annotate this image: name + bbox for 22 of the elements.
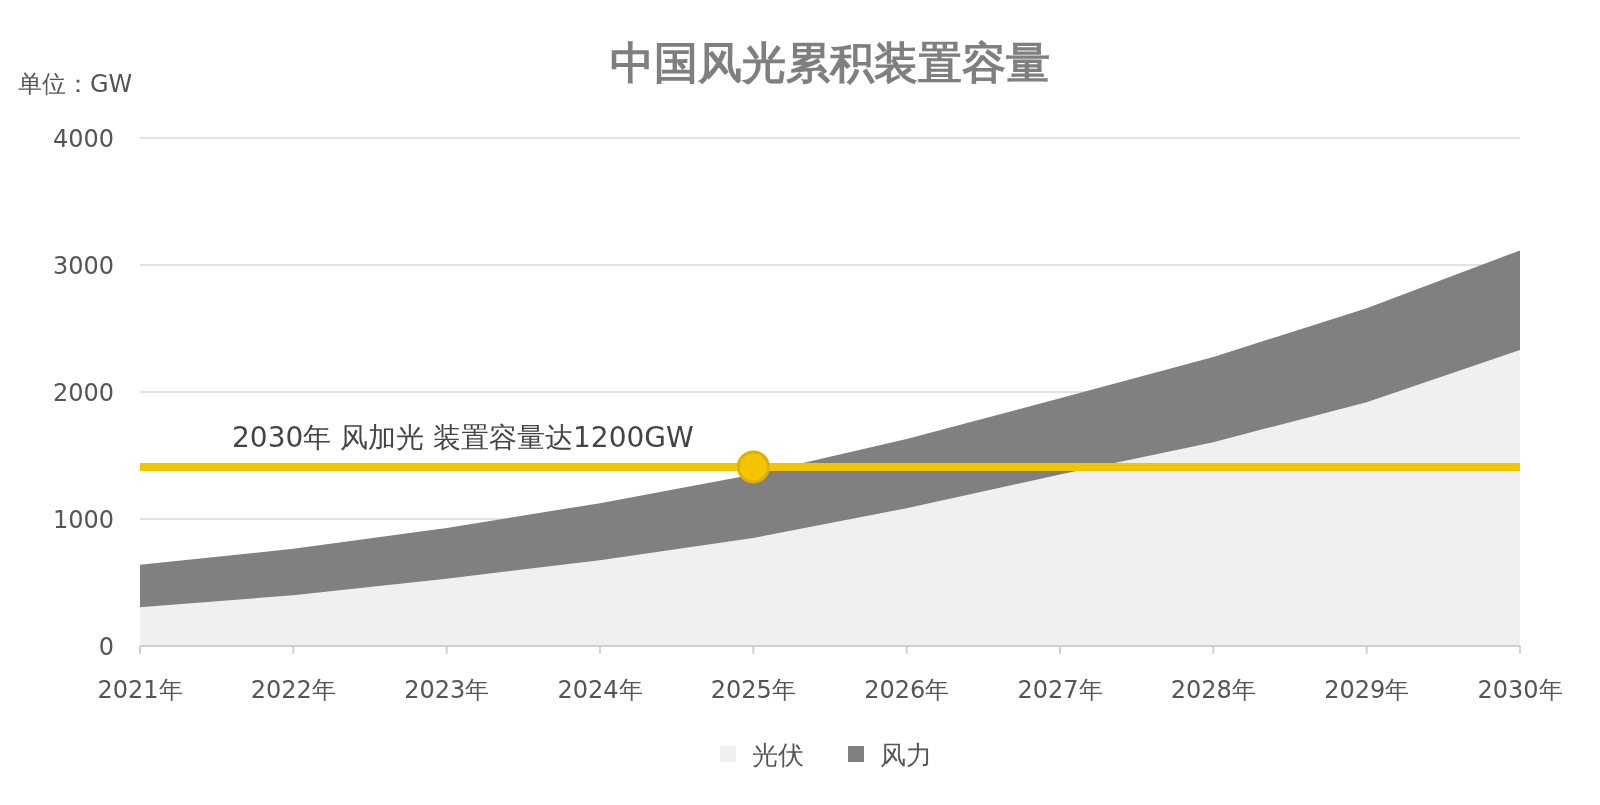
legend-风力: 风力 [848, 740, 932, 770]
legend-label: 光伏 [752, 740, 804, 770]
y-tick-label: 0 [98, 633, 114, 661]
x-tick-label: 2021年 [97, 676, 183, 704]
y-tick-label: 3000 [52, 252, 114, 280]
chart-title: 中国风光累积装置容量 [610, 37, 1050, 88]
legend-label: 风力 [880, 740, 932, 770]
x-tick-label: 2028年 [1170, 676, 1256, 704]
y-tick-label: 1000 [52, 506, 114, 534]
y-axis-title: 单位：GW [18, 70, 133, 98]
x-tick-label: 2027年 [1017, 676, 1103, 704]
x-tick-label: 2030年 [1477, 676, 1563, 704]
x-tick-label: 2029年 [1324, 676, 1410, 704]
x-tick-label: 2023年 [404, 676, 490, 704]
x-tick-label: 2024年 [557, 676, 643, 704]
x-tick-label: 2022年 [250, 676, 336, 704]
x-tick-label: 2025年 [710, 676, 796, 704]
x-tick-label: 2026年 [864, 676, 950, 704]
y-tick-label: 2000 [52, 379, 114, 407]
ref-line-label: 2030年 风加光 装置容量达1200GW [232, 420, 694, 454]
legend-光伏: 光伏 [720, 740, 804, 770]
y-tick-label: 4000 [52, 125, 114, 153]
